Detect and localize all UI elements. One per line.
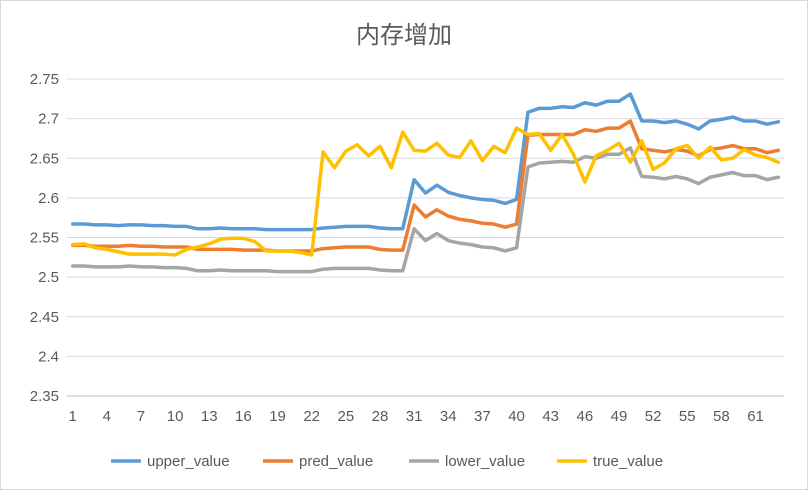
x-axis-ticks: 1 4 7 10 13 16 19 22 25 28 31 34 37 40 43 46 49 52 55 58 61 — [69, 408, 764, 425]
series-line-lower-value — [70, 146, 781, 274]
legend: upper_value pred_value lower_value true_val… — [111, 453, 663, 470]
series-line-pred-value — [70, 119, 781, 253]
x-tick-label: 16 — [235, 408, 252, 425]
x-tick-label: 4 — [103, 408, 111, 425]
x-tick-label: 61 — [747, 408, 764, 425]
x-tick-label: 25 — [337, 408, 354, 425]
x-tick-label: 28 — [372, 408, 389, 425]
legend-label: lower_value — [445, 453, 525, 470]
x-tick-label: 37 — [474, 408, 491, 425]
legend-label: pred_value — [299, 453, 373, 470]
series-line-upper-value — [70, 92, 781, 232]
x-tick-label: 52 — [645, 408, 662, 425]
y-tick-label: 2.6 — [38, 190, 59, 207]
x-tick-label: 34 — [440, 408, 457, 425]
y-tick-label: 2.5 — [38, 269, 59, 286]
x-tick-label: 58 — [713, 408, 730, 425]
x-tick-label: 1 — [69, 408, 77, 425]
series-lines — [70, 92, 781, 274]
legend-label: upper_value — [147, 453, 230, 470]
legend-item-lower-value: lower_value — [409, 453, 525, 470]
y-tick-label: 2.35 — [30, 388, 59, 405]
y-tick-label: 2.55 — [30, 230, 59, 247]
x-tick-label: 22 — [303, 408, 320, 425]
series-line-true-value — [70, 126, 781, 257]
y-tick-label: 2.65 — [30, 150, 59, 167]
legend-label: true_value — [593, 453, 663, 470]
chart-title: 内存增加 — [356, 21, 452, 49]
x-tick-label: 46 — [576, 408, 593, 425]
y-tick-label: 2.4 — [38, 348, 59, 365]
x-tick-label: 19 — [269, 408, 286, 425]
y-tick-label: 2.45 — [30, 309, 59, 326]
x-tick-label: 10 — [167, 408, 184, 425]
x-tick-label: 55 — [679, 408, 696, 425]
legend-item-true-value: true_value — [557, 453, 663, 470]
legend-item-upper-value: upper_value — [111, 453, 230, 470]
x-tick-label: 13 — [201, 408, 218, 425]
x-tick-label: 7 — [137, 408, 145, 425]
y-axis-ticks: 2.35 2.4 2.45 2.5 2.55 2.6 2.65 2.7 2.75 — [30, 71, 59, 405]
legend-item-pred-value: pred_value — [263, 453, 373, 470]
x-tick-label: 31 — [406, 408, 423, 425]
x-tick-label: 40 — [508, 408, 525, 425]
x-tick-label: 49 — [611, 408, 628, 425]
x-tick-label: 43 — [542, 408, 559, 425]
y-tick-label: 2.75 — [30, 71, 59, 88]
y-tick-label: 2.7 — [38, 111, 59, 128]
gridlines — [67, 78, 784, 397]
